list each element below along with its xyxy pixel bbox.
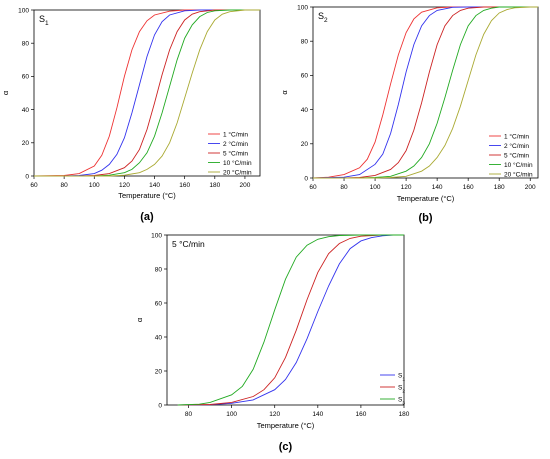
legend-label: S1 xyxy=(398,372,405,381)
x-tick-label: 120 xyxy=(401,184,412,191)
chart-panel-2: 60 80 100 120 140 160 180 200 0 20 40 60 80 100 Temper… xyxy=(280,4,539,224)
series-line-4 xyxy=(313,6,538,179)
x-tick-label: 100 xyxy=(370,184,381,191)
x-tick-label: 60 xyxy=(309,184,317,191)
panel-label: (c) xyxy=(279,441,293,453)
series-line-1 xyxy=(177,234,404,406)
y-tick-label: 40 xyxy=(301,107,309,114)
y-tick-label: 100 xyxy=(297,4,308,11)
legend-label: 2 °C/min xyxy=(504,142,529,150)
y-tick-label: 100 xyxy=(18,7,29,14)
y-tick-label: 60 xyxy=(155,300,163,307)
y-tick-label: 80 xyxy=(155,266,163,273)
y-tick-label: 0 xyxy=(25,173,29,180)
y-tick-label: 20 xyxy=(22,140,30,147)
chart-title: S2 xyxy=(318,11,328,24)
y-tick-label: 40 xyxy=(155,334,163,341)
x-tick-label: 100 xyxy=(226,411,237,418)
series-line-3 xyxy=(34,9,260,177)
legend-label: 1 °C/min xyxy=(223,130,248,138)
x-tick-label: 160 xyxy=(463,184,474,191)
x-tick-label: 200 xyxy=(525,184,536,191)
legend-label: 1 °C/min xyxy=(504,132,529,140)
legend-label: S2 xyxy=(398,384,405,393)
plot-frame xyxy=(33,9,261,177)
legend-label: 5 °C/min xyxy=(223,149,248,157)
x-tick-label: 160 xyxy=(355,411,366,418)
panel-label: (a) xyxy=(140,211,154,223)
x-tick-label: 80 xyxy=(61,182,69,189)
legend-label: S3 xyxy=(398,396,405,405)
legend-label: 5 °C/min xyxy=(504,151,529,159)
x-axis-label: Temperature (°C) xyxy=(397,194,455,203)
x-tick-label: 80 xyxy=(185,411,193,418)
x-tick-label: 120 xyxy=(269,411,280,418)
x-tick-label: 160 xyxy=(179,182,190,189)
series-line-3 xyxy=(177,234,404,406)
y-tick-label: 100 xyxy=(151,232,162,239)
x-tick-label: 100 xyxy=(89,182,100,189)
x-axis-label: Temperature (°C) xyxy=(257,421,315,430)
y-axis-label: α xyxy=(1,90,10,95)
series-line-2 xyxy=(177,234,404,406)
y-tick-label: 60 xyxy=(22,74,30,81)
plot-frame xyxy=(166,234,405,406)
y-tick-label: 0 xyxy=(158,402,162,409)
legend-label: 20 °C/min xyxy=(223,168,252,176)
x-tick-label: 140 xyxy=(312,411,323,418)
x-tick-label: 200 xyxy=(240,182,251,189)
y-tick-label: 40 xyxy=(22,107,30,114)
x-axis-label: Temperature (°C) xyxy=(118,191,176,200)
legend-label: 20 °C/min xyxy=(504,170,533,178)
plot-frame xyxy=(312,6,539,179)
y-tick-label: 0 xyxy=(304,175,308,182)
legend-label: 10 °C/min xyxy=(504,161,533,169)
x-tick-label: 140 xyxy=(149,182,160,189)
chart-panel-1: 60 80 100 120 140 160 180 200 0 20 40 60 80 100 Temper… xyxy=(1,7,261,223)
x-tick-label: 180 xyxy=(494,184,505,191)
x-tick-label: 60 xyxy=(30,182,38,189)
x-tick-label: 140 xyxy=(432,184,443,191)
chart-title: S1 xyxy=(39,14,49,27)
y-axis-label: α xyxy=(280,90,289,95)
y-tick-label: 60 xyxy=(301,73,309,80)
legend-label: 10 °C/min xyxy=(223,159,252,167)
y-axis-label: α xyxy=(135,317,144,322)
panel-label: (b) xyxy=(418,212,432,224)
chart-title: 5 °C/min xyxy=(172,239,205,249)
chart-panel-3: 80 100 120 140 160 180 0 20 40 60 80 100 Temperature… xyxy=(135,232,410,453)
series-line-5 xyxy=(313,6,538,179)
x-tick-label: 80 xyxy=(340,184,348,191)
x-tick-label: 180 xyxy=(399,411,410,418)
legend-label: 2 °C/min xyxy=(223,140,248,148)
y-tick-label: 80 xyxy=(301,39,309,46)
x-tick-label: 180 xyxy=(209,182,220,189)
x-tick-label: 120 xyxy=(119,182,130,189)
y-tick-label: 80 xyxy=(22,41,30,48)
y-tick-label: 20 xyxy=(301,141,309,148)
series-line-5 xyxy=(34,9,260,177)
y-tick-label: 20 xyxy=(155,368,163,375)
